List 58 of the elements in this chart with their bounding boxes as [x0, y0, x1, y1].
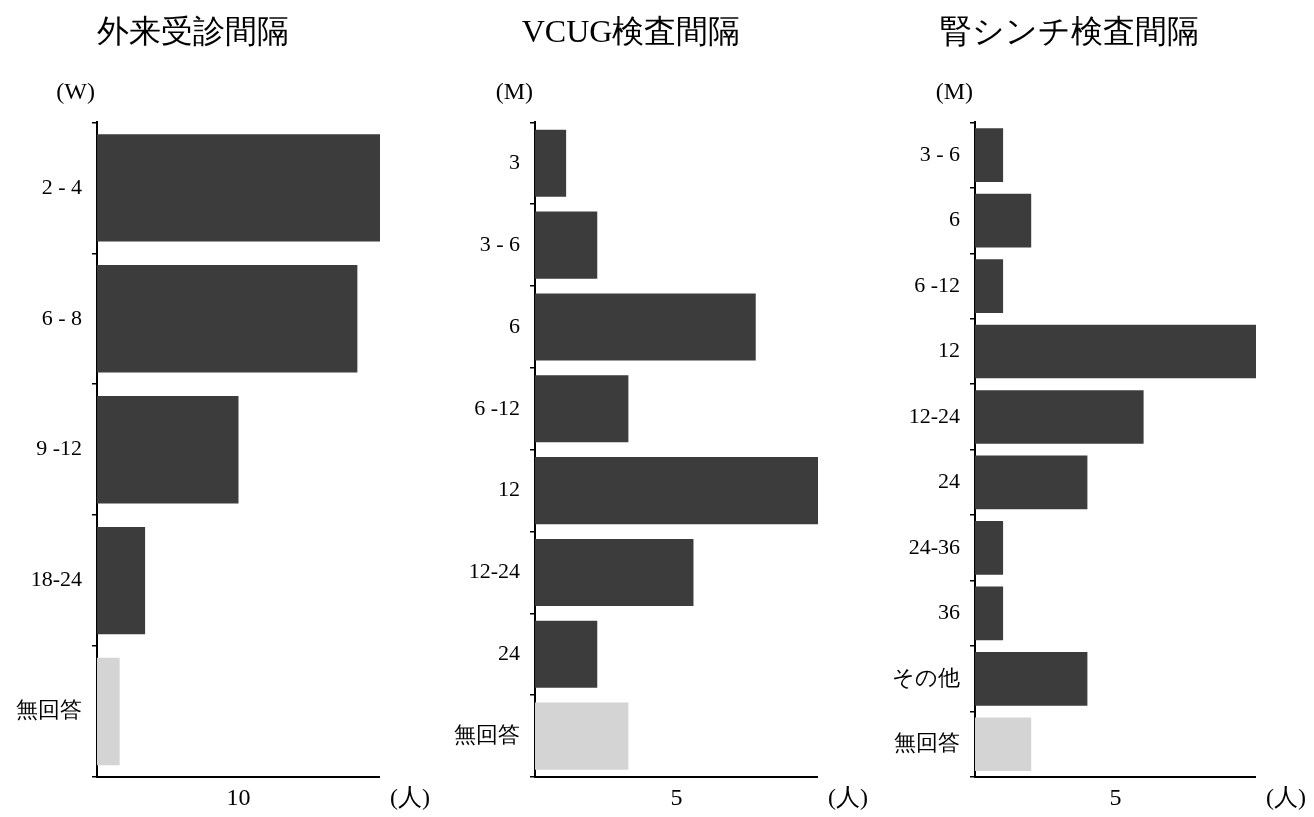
y-tick-label: 36 [938, 599, 960, 625]
bar [975, 128, 1004, 182]
y-tick-label: 無回答 [16, 697, 82, 723]
y-axis-title: (M) [935, 77, 973, 104]
bar [97, 396, 239, 504]
bar [535, 457, 818, 525]
bar [535, 129, 567, 197]
y-tick-label: 2 - 4 [41, 173, 82, 199]
bar [975, 193, 1032, 248]
y-tick-label: 無回答 [454, 721, 520, 747]
y-axis-title: (W) [56, 77, 95, 104]
text: 5 [670, 784, 683, 811]
bar [975, 586, 1004, 641]
bar [535, 620, 598, 688]
y-tick-label: 24 [498, 640, 520, 666]
bar [97, 134, 380, 242]
bar [975, 390, 1144, 444]
text: 10 [226, 784, 251, 811]
x-axis-title: (人) [1266, 784, 1306, 811]
bar [975, 324, 1256, 379]
x-axis-title: (人) [828, 784, 868, 811]
y-tick-label: 12 [498, 476, 520, 502]
y-tick-label: 6 - 8 [41, 304, 82, 330]
chart-title: 外来受診間隔 [97, 12, 289, 49]
bar [97, 657, 120, 766]
bar [535, 702, 629, 770]
bar [975, 717, 1032, 772]
y-tick-label: 3 - 6 [479, 230, 520, 256]
x-axis-title: (人) [390, 784, 430, 811]
y-tick-label: その他 [892, 664, 960, 690]
text: 5 [1109, 784, 1122, 811]
bar [97, 526, 146, 635]
y-tick-label: 12-24 [908, 402, 960, 428]
y-tick-label: 24 [938, 468, 960, 494]
y-tick-label: 12-24 [468, 558, 520, 584]
y-tick-label: 9 -12 [36, 435, 82, 461]
chart-title: 腎シンチ検査間隔 [939, 12, 1199, 49]
bar [975, 651, 1088, 706]
y-tick-label: 12 [938, 337, 960, 363]
bar [535, 211, 598, 279]
bar [975, 259, 1004, 313]
y-tick-label: 6 -12 [474, 394, 520, 420]
bar [975, 455, 1088, 510]
bar [535, 538, 694, 606]
y-tick-label: 24-36 [908, 533, 960, 559]
y-tick-label: 6 [949, 206, 960, 232]
chart-title: VCUG検査間隔 [521, 12, 741, 49]
bar [535, 375, 629, 443]
y-tick-label: 18-24 [30, 566, 82, 592]
y-tick-label: 無回答 [894, 730, 960, 756]
y-tick-label: 6 -12 [914, 271, 960, 297]
y-axis-title: (M) [495, 77, 533, 104]
y-tick-label: 3 - 6 [919, 140, 960, 166]
bar [975, 521, 1004, 575]
bar [97, 265, 358, 373]
y-tick-label: 3 [509, 149, 520, 175]
bar [535, 293, 756, 361]
y-tick-label: 6 [509, 312, 520, 338]
